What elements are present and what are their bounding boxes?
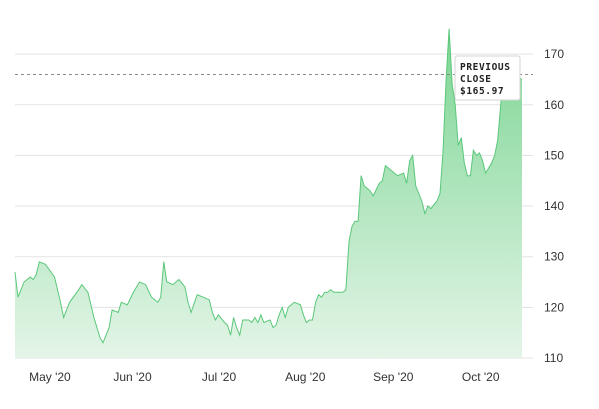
y-tick-label-170: 170 (544, 47, 564, 61)
area-series (14, 28, 523, 359)
x-tick-label-3: Aug '20 (285, 370, 326, 384)
y-tick-label-160: 160 (544, 98, 564, 112)
y-axis: 110 120 130 140 150 160 170 (544, 47, 564, 365)
x-tick-label-0: May '20 (29, 370, 71, 384)
y-tick-label-140: 140 (544, 199, 564, 213)
y-tick-label-120: 120 (544, 300, 564, 314)
previous-close-tooltip: PREVIOUS CLOSE $165.97 (454, 55, 521, 101)
tooltip-line-close: CLOSE (460, 74, 492, 85)
y-tick-label-150: 150 (544, 148, 564, 162)
tooltip-box (454, 55, 521, 101)
y-tick-label-130: 130 (544, 250, 564, 264)
price-area (15, 28, 522, 359)
x-tick-label-2: Jul '20 (202, 370, 237, 384)
y-tick-label-110: 110 (544, 351, 563, 365)
x-tick-label-5: Oct '20 (462, 370, 500, 384)
tooltip-line-value: $165.97 (460, 86, 504, 97)
x-tick-label-1: Jun '20 (113, 370, 152, 384)
tooltip-line-previous: PREVIOUS (460, 62, 511, 73)
x-axis: May '20 Jun '20 Jul '20 Aug '20 Sep '20 Oct '… (29, 370, 500, 384)
x-tick-label-4: Sep '20 (373, 370, 414, 384)
grid-lines (15, 53, 533, 359)
price-line (14, 28, 523, 344)
